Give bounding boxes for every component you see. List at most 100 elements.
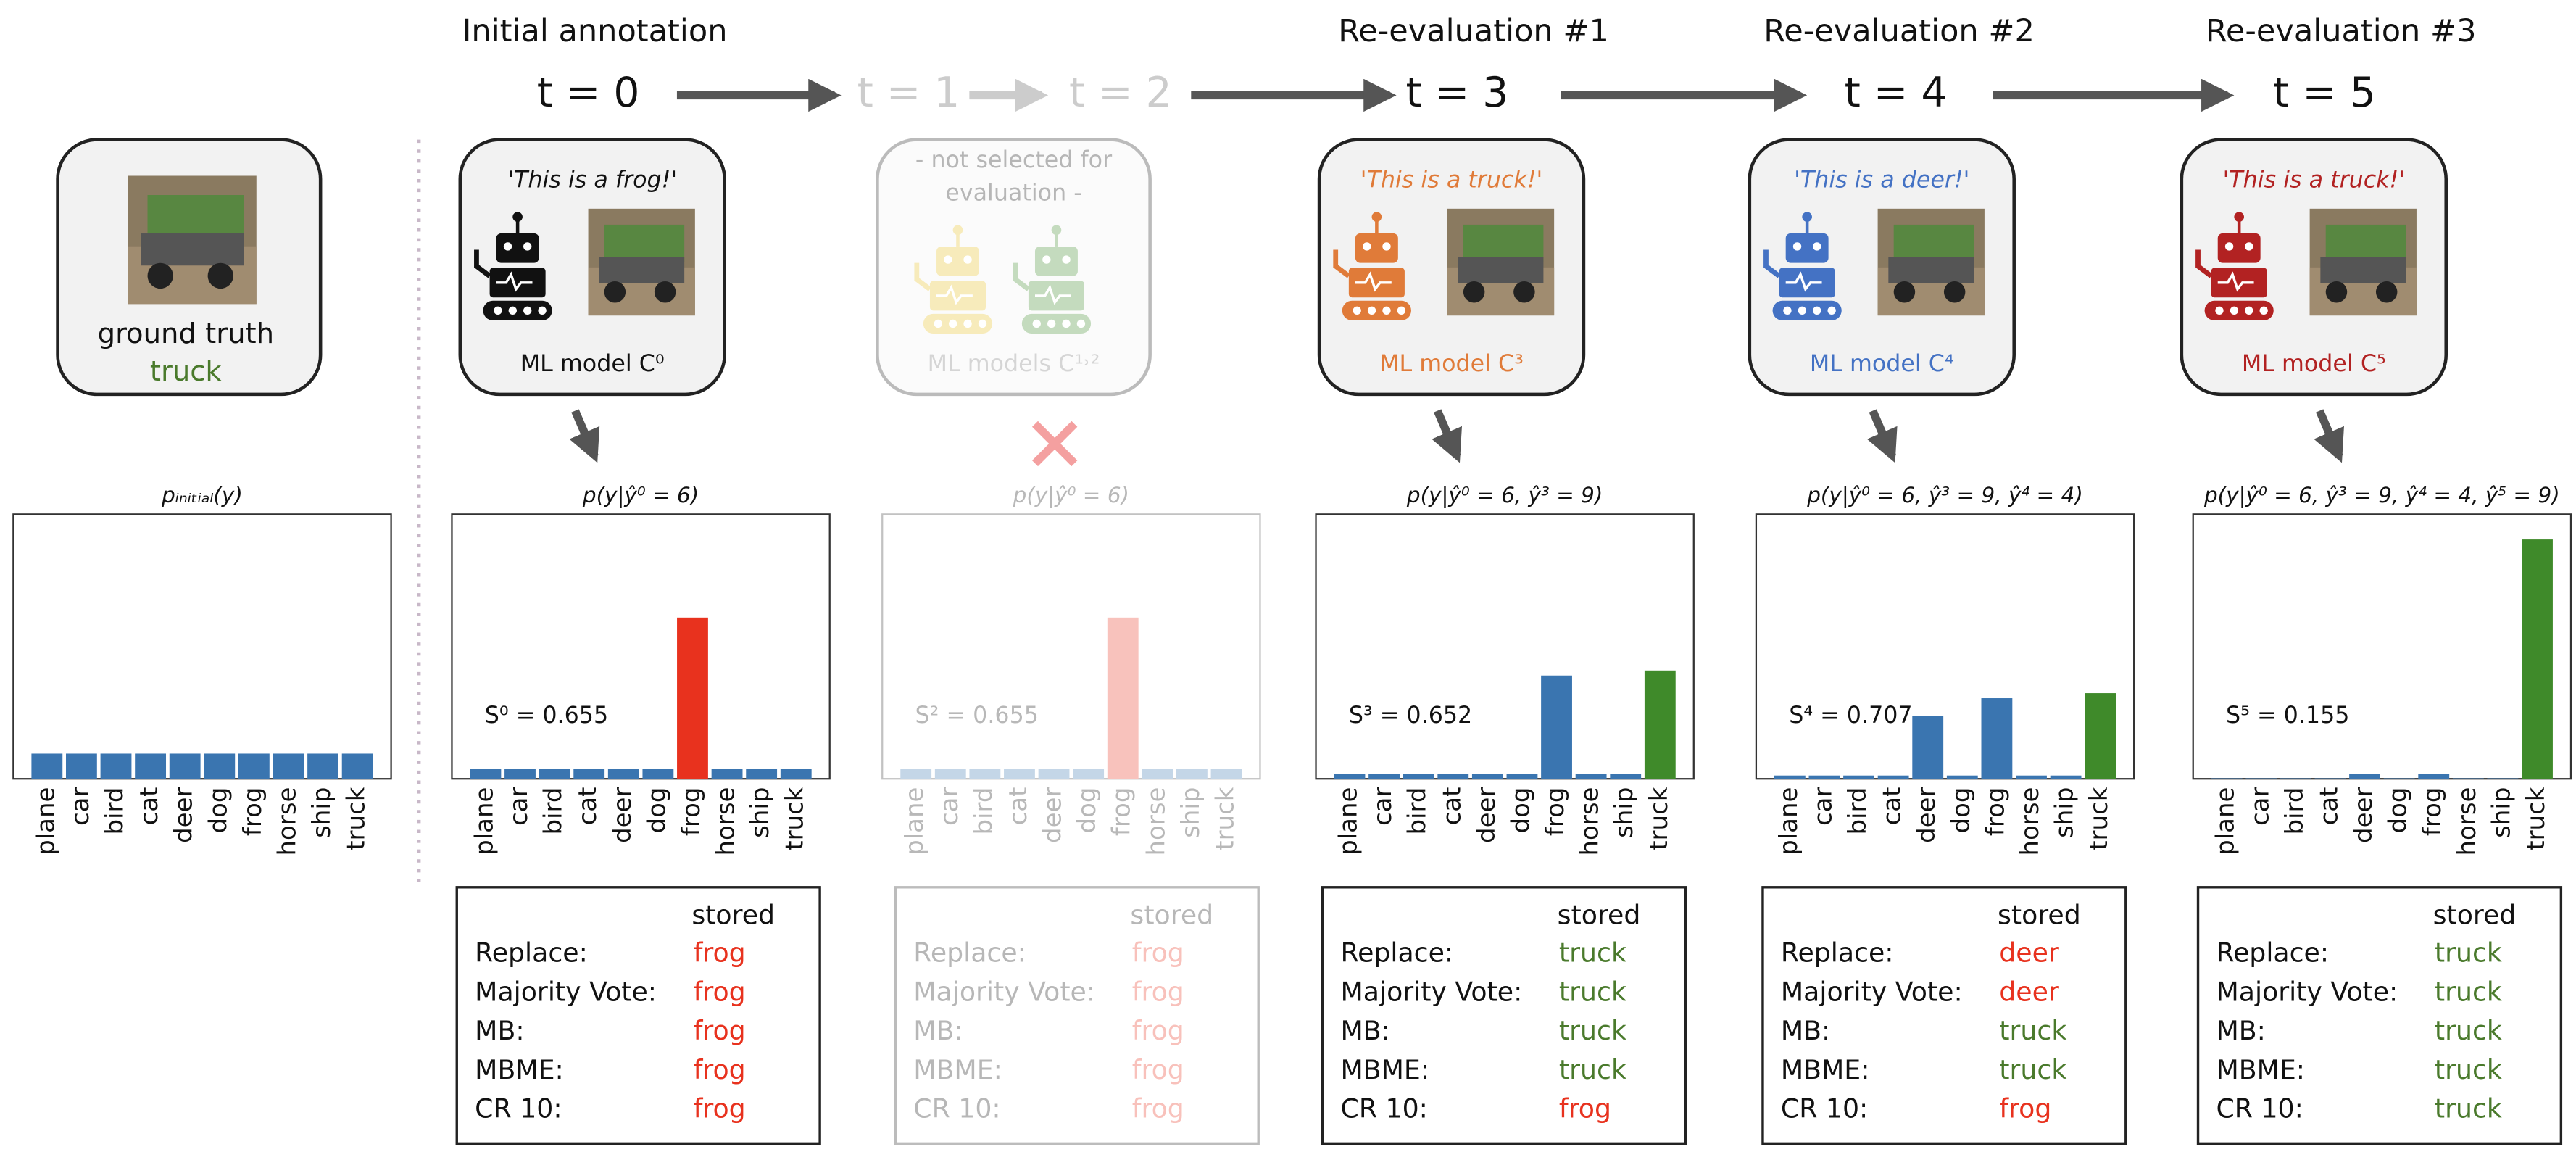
table: stored Replace: truck Majority Vote: truck MB… (2196, 886, 2563, 1146)
bar (1004, 768, 1035, 779)
robot-wheel (1032, 319, 1041, 328)
row-label: CR 10: (913, 1093, 1000, 1124)
robot-antenna (1371, 212, 1382, 222)
x-tick-label: cat (573, 787, 602, 826)
table-header: stored (1130, 900, 1213, 931)
quote: 'This is a truck!' (2223, 167, 2405, 193)
robot-wheel (523, 306, 532, 315)
x-tick-label: car (1808, 787, 1837, 826)
chart-title: p(y|ŷ⁰ = 6, ŷ³ = 9, ŷ⁴ = 4) (1806, 483, 2083, 508)
x-tick-label: cat (2314, 787, 2343, 826)
image-part (141, 233, 244, 266)
robot-body (489, 268, 546, 298)
robot-arm (474, 249, 491, 278)
table-header: stored (1558, 900, 1641, 931)
x-tick-label: deer (1039, 787, 1068, 843)
bar (307, 753, 338, 779)
robot-head (1034, 246, 1078, 276)
x-tick-label: truck (781, 787, 810, 850)
image-part (604, 281, 626, 303)
x-tick-label: deer (1912, 787, 1941, 843)
model-label: ML models C¹˒² (928, 351, 1100, 377)
row-label: Replace: (1781, 937, 1894, 969)
robot-eye (1363, 242, 1371, 251)
robot-pulse (2217, 271, 2254, 292)
robot-wheel (949, 319, 957, 328)
table: stored Replace: frog Majority Vote: frog MB: f… (894, 886, 1260, 1146)
robot-antenna (1051, 225, 1062, 236)
x-tick-label: ship (307, 787, 336, 838)
x-tick-label: plane (31, 787, 60, 856)
x-tick-label: horse (2453, 787, 2482, 856)
bar (1843, 775, 1874, 779)
robot-eye (1813, 242, 1821, 251)
bar (100, 753, 132, 779)
robot-pulse (936, 284, 973, 305)
row-value: frog (694, 1054, 746, 1085)
model-label: ML model C⁰ (520, 351, 665, 377)
table-frame (455, 886, 821, 1146)
row-value: frog (1132, 1093, 1184, 1124)
chart: p(y|ŷ⁰ = 6, ŷ³ = 9, ŷ⁴ = 4, ŷ⁵ = 9) plane… (2192, 483, 2572, 856)
bar (2085, 693, 2116, 779)
model-label: ML model C⁵ (2242, 351, 2386, 377)
column-title: Re-evaluation #2 (1763, 13, 2035, 49)
bar (1471, 774, 1503, 779)
row-value: truck (1559, 1054, 1626, 1085)
chart-title: p(y|ŷ⁰ = 6) (1013, 483, 1129, 508)
robot-eye (1042, 255, 1051, 264)
cross-line (1031, 420, 1078, 467)
x-tick-label: plane (2211, 787, 2240, 856)
robot-base (483, 300, 552, 320)
quote: - not selected for evaluation - (915, 147, 1113, 207)
robot-eye (503, 242, 512, 251)
chart-title: p(y|ŷ⁰ = 6, ŷ³ = 9, ŷ⁴ = 4, ŷ⁵ = 9) (2203, 483, 2560, 508)
row-label: Replace: (913, 937, 1026, 969)
row-value: truck (2435, 1054, 2502, 1085)
image-part (147, 262, 173, 289)
table-header: stored (691, 900, 775, 931)
x-tick-label: horse (1576, 787, 1605, 856)
bar (65, 753, 97, 779)
bar (341, 753, 373, 779)
bar (1610, 774, 1642, 779)
row-label: Majority Vote: (1781, 976, 1963, 1007)
x-tick-label: car (2245, 787, 2274, 826)
robot-base (923, 313, 993, 334)
row-value: frog (1132, 1054, 1184, 1085)
x-tick-label: ship (746, 787, 775, 838)
row-label: Majority Vote: (2216, 976, 2398, 1007)
image-part (1513, 281, 1535, 303)
robot-body (2211, 268, 2267, 298)
robot-arm (1013, 262, 1030, 291)
bar (677, 617, 708, 779)
panel-card: 'This is a frog!' ML model C⁰ (458, 138, 726, 397)
robot-wheel (1367, 306, 1376, 315)
table-header: stored (1998, 900, 2081, 931)
x-tick-label: bird (2280, 787, 2309, 835)
robot-wheel (1076, 319, 1086, 328)
bar (31, 753, 63, 779)
image-part (1463, 281, 1485, 303)
robot-wheel (508, 306, 517, 315)
robot-eye (523, 242, 532, 251)
bar (1176, 768, 1208, 779)
robot-pulse (1785, 271, 1822, 292)
row-value: frog (1999, 1093, 2051, 1124)
arrow (2314, 409, 2344, 463)
plot-frame (2192, 513, 2572, 780)
bar (1946, 775, 1978, 779)
table-frame (1321, 886, 1687, 1146)
panel-card: 'This is a deer!' ML model C⁴ (1748, 138, 2016, 397)
robot-eye (944, 255, 952, 264)
robot-eye (1062, 255, 1071, 264)
x-tick-label: deer (1472, 787, 1501, 843)
x-tick-label: truck (1645, 787, 1674, 850)
bar (1981, 698, 2013, 779)
robot-eye (2224, 242, 2234, 251)
model-label: ML model C³ (1379, 351, 1524, 377)
bar (746, 768, 778, 779)
x-tick-label: frog (2418, 787, 2447, 837)
x-tick-label: plane (470, 787, 499, 856)
bar (1334, 774, 1366, 779)
